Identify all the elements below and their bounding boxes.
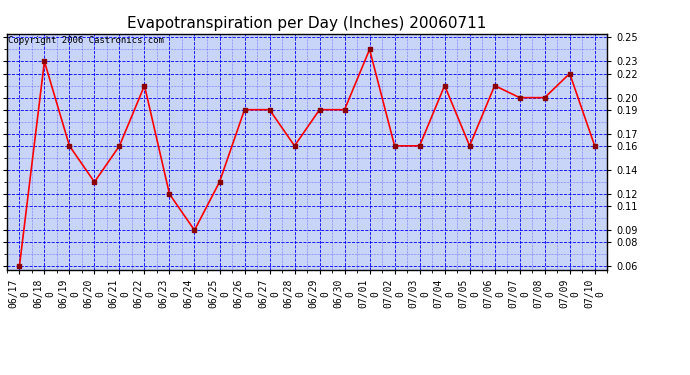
Text: Copyright 2006 Castronics.com: Copyright 2006 Castronics.com: [8, 36, 164, 45]
Title: Evapotranspiration per Day (Inches) 20060711: Evapotranspiration per Day (Inches) 2006…: [128, 16, 486, 31]
